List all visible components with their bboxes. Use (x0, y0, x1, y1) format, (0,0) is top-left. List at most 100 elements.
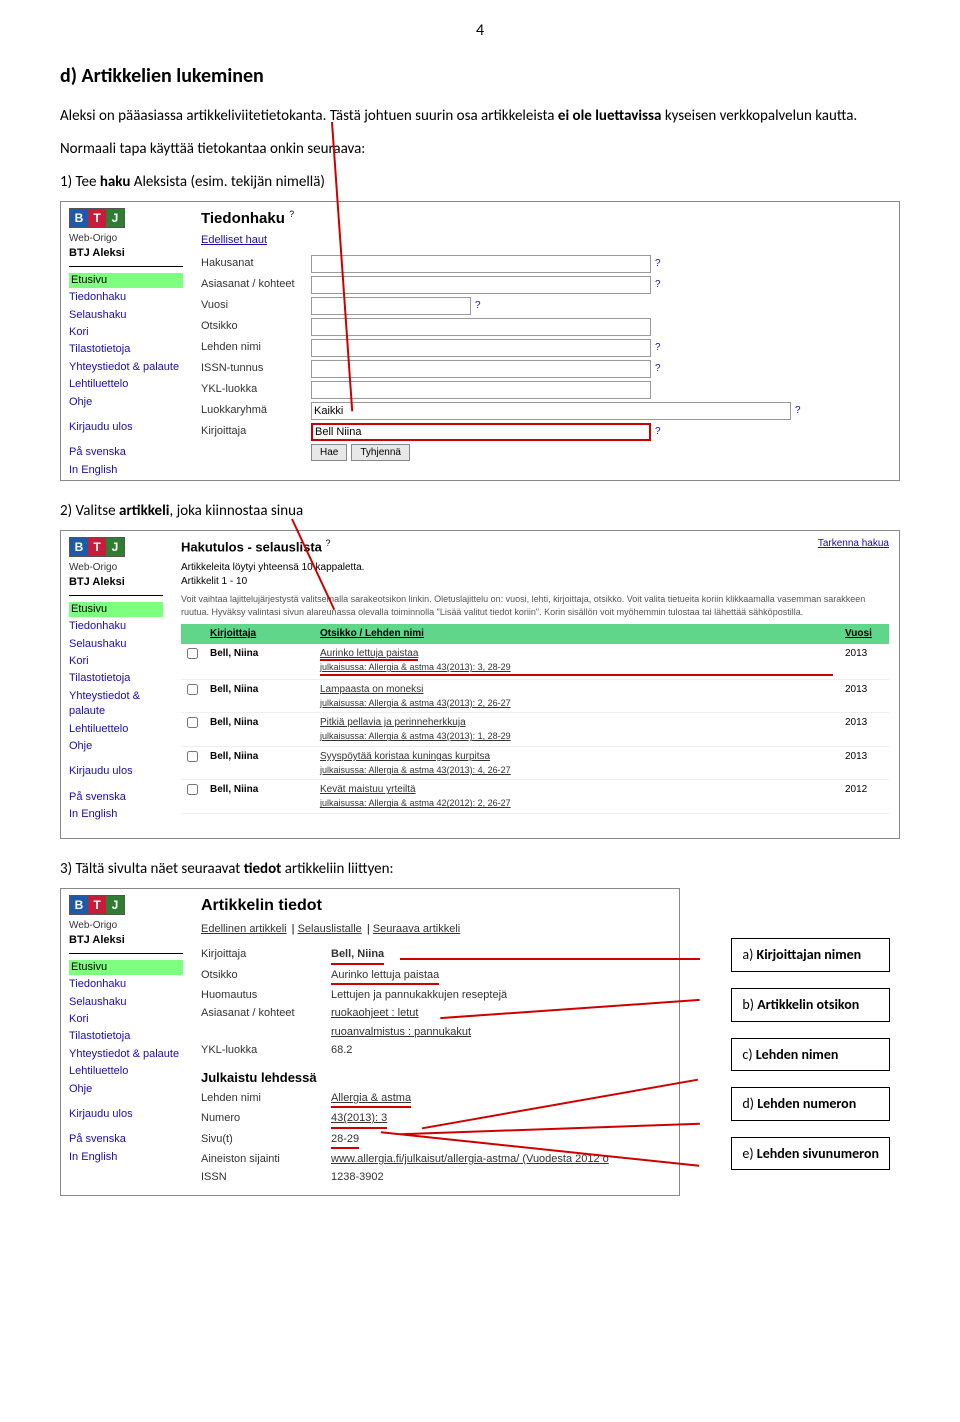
sidebar-item-tilasto[interactable]: Tilastotietoja (69, 342, 183, 357)
sidebar-item-kori[interactable]: Kori (69, 654, 163, 669)
sidebar-lang-sv[interactable]: På svenska (69, 790, 163, 805)
row-checkbox[interactable] (187, 648, 198, 659)
callout-box: b) Artikkelin otsikon (731, 988, 890, 1022)
col-vuosi[interactable]: Vuosi (839, 624, 889, 644)
label-ykl: YKL-luokka (201, 382, 311, 397)
sidebar-item-yhteys[interactable]: Yhteystiedot & palaute (69, 1047, 183, 1062)
cell-title[interactable]: Kevät maistuu yrteiltäjulkaisussa: Aller… (314, 780, 839, 814)
row-checkbox[interactable] (187, 784, 198, 795)
sidebar: BTJ Web-Origo BTJ Aleksi Etusivu Tiedonh… (61, 202, 191, 494)
previous-searches-link[interactable]: Edelliset haut (201, 233, 889, 248)
cell-title[interactable]: Lampaasta on moneksijulkaisussa: Allergi… (314, 679, 839, 713)
sidebar-logout[interactable]: Kirjaudu ulos (69, 764, 163, 779)
input-ykl[interactable] (311, 381, 651, 399)
sidebar-item-yhteys[interactable]: Yhteystiedot & palaute (69, 360, 183, 375)
sidebar-item-tilasto[interactable]: Tilastotietoja (69, 671, 163, 686)
step2-suffix: , joka kiinnostaa sinua (169, 502, 303, 520)
input-asiasanat[interactable] (311, 276, 651, 294)
sidebar-item-selaushaku[interactable]: Selaushaku (69, 637, 163, 652)
sidebar-item-tiedonhaku[interactable]: Tiedonhaku (69, 290, 183, 305)
table-row: Bell, NiinaKevät maistuu yrteiltäjulkais… (181, 780, 889, 814)
detail-value: Bell, Niina (331, 947, 384, 964)
sidebar-item-ohje[interactable]: Ohje (69, 739, 163, 754)
sidebar-item-etusivu[interactable]: Etusivu (69, 602, 163, 617)
detail-row: OtsikkoAurinko lettuja paistaa (201, 968, 669, 985)
row-checkbox[interactable] (187, 751, 198, 762)
sidebar-item-kori[interactable]: Kori (69, 1012, 183, 1027)
help-icon[interactable]: ? (655, 278, 661, 292)
sidebar-item-tiedonhaku[interactable]: Tiedonhaku (69, 619, 163, 634)
sidebar-item-selaushaku[interactable]: Selaushaku (69, 308, 183, 323)
step-2: 2) Valitse artikkeli, joka kiinnostaa si… (60, 501, 900, 522)
sidebar-item-etusivu[interactable]: Etusivu (69, 273, 183, 288)
sidebar-item-ohje[interactable]: Ohje (69, 1082, 183, 1097)
sidebar-lang-en[interactable]: In English (69, 1150, 183, 1165)
input-hakusanat[interactable] (311, 255, 651, 273)
page-number: 4 (60, 20, 900, 42)
sidebar-lang-sv[interactable]: På svenska (69, 445, 183, 460)
tarkenna-link[interactable]: Tarkenna hakua (818, 537, 889, 551)
table-row: Bell, NiinaAurinko lettuja paistaajulkai… (181, 644, 889, 679)
sidebar-item-etusivu[interactable]: Etusivu (69, 960, 183, 975)
sidebar-item-lehti[interactable]: Lehtiluettelo (69, 1064, 183, 1079)
back-to-list-link[interactable]: Selauslistalle (298, 923, 362, 935)
sidebar-lang-en[interactable]: In English (69, 807, 163, 822)
detail-row: ruoanvalmistus : pannukakut (201, 1025, 669, 1040)
input-otsikko[interactable] (311, 318, 651, 336)
detail-label: YKL-luokka (201, 1043, 331, 1058)
help-icon[interactable]: ? (475, 299, 481, 313)
intro-paragraph: Aleksi on pääasiassa artikkeliviitetieto… (60, 106, 900, 127)
cell-title[interactable]: Aurinko lettuja paistaajulkaisussa: Alle… (314, 644, 839, 679)
help-icon[interactable]: ? (655, 341, 661, 355)
row-checkbox[interactable] (187, 684, 198, 695)
help-icon[interactable]: ? (655, 257, 661, 271)
btj-logo: BTJ (69, 537, 125, 557)
input-lehden[interactable] (311, 339, 651, 357)
detail-value: Lettujen ja pannukakkujen reseptejä (331, 988, 507, 1003)
input-issn[interactable] (311, 360, 651, 378)
cell-author: Bell, Niina (204, 780, 314, 814)
sidebar-logout[interactable]: Kirjaudu ulos (69, 420, 183, 435)
col-otsikko[interactable]: Otsikko / Lehden nimi (314, 624, 839, 644)
hae-button[interactable]: Hae (311, 444, 347, 461)
label-luokka: Luokkaryhmä (201, 403, 311, 418)
pub-row: ISSN1238-3902 (201, 1170, 669, 1185)
row-checkbox[interactable] (187, 717, 198, 728)
nav-group-main: Etusivu Tiedonhaku Selaushaku Kori Tilas… (69, 273, 183, 410)
sidebar-item-yhteys[interactable]: Yhteystiedot & palaute (69, 689, 163, 720)
sidebar-item-kori[interactable]: Kori (69, 325, 183, 340)
sidebar-lang-sv[interactable]: På svenska (69, 1132, 183, 1147)
sidebar-item-tiedonhaku[interactable]: Tiedonhaku (69, 977, 183, 992)
cell-title[interactable]: Pitkiä pellavia ja perinneherkkujajulkai… (314, 713, 839, 747)
pub-value: 28-29 (331, 1132, 359, 1149)
table-row: Bell, NiinaPitkiä pellavia ja perinneher… (181, 713, 889, 747)
pub-row: Lehden nimiAllergia & astma (201, 1091, 669, 1108)
sidebar-item-ohje[interactable]: Ohje (69, 395, 183, 410)
results-description: Voit vaihtaa lajittelujärjestystä valits… (181, 593, 889, 618)
input-vuosi[interactable] (311, 297, 471, 315)
sidebar-item-lehti[interactable]: Lehtiluettelo (69, 377, 183, 392)
help-icon[interactable]: ? (795, 404, 801, 418)
select-luokka[interactable] (311, 402, 791, 420)
help-icon[interactable]: ? (655, 362, 661, 376)
cell-title[interactable]: Syyspöytää koristaa kuningas kurpitsajul… (314, 746, 839, 780)
sidebar-item-selaushaku[interactable]: Selaushaku (69, 995, 183, 1010)
intro-text-a: Aleksi on pääasiassa artikkeliviitetieto… (60, 107, 558, 125)
pub-label: Lehden nimi (201, 1091, 331, 1108)
col-kirjoittaja[interactable]: Kirjoittaja (204, 624, 314, 644)
help-icon[interactable]: ? (655, 425, 661, 439)
tyhjenna-button[interactable]: Tyhjennä (351, 444, 410, 461)
sidebar-item-lehti[interactable]: Lehtiluettelo (69, 722, 163, 737)
detail-label: Huomautus (201, 988, 331, 1003)
input-kirjoittaja[interactable] (311, 423, 651, 441)
detail-value: ruoanvalmistus : pannukakut (331, 1025, 471, 1040)
prev-article-link[interactable]: Edellinen artikkeli (201, 923, 287, 935)
sidebar-lang-en[interactable]: In English (69, 463, 183, 478)
cell-year: 2013 (839, 679, 889, 713)
sidebar-item-tilasto[interactable]: Tilastotietoja (69, 1029, 183, 1044)
detail-value: ruokaohjeet : letut (331, 1006, 418, 1021)
next-article-link[interactable]: Seuraava artikkeli (373, 923, 460, 935)
screenshot-results: BTJ Web-Origo BTJ Aleksi Etusivu Tiedonh… (60, 530, 900, 839)
label-lehden: Lehden nimi (201, 340, 311, 355)
sidebar-logout[interactable]: Kirjaudu ulos (69, 1107, 183, 1122)
